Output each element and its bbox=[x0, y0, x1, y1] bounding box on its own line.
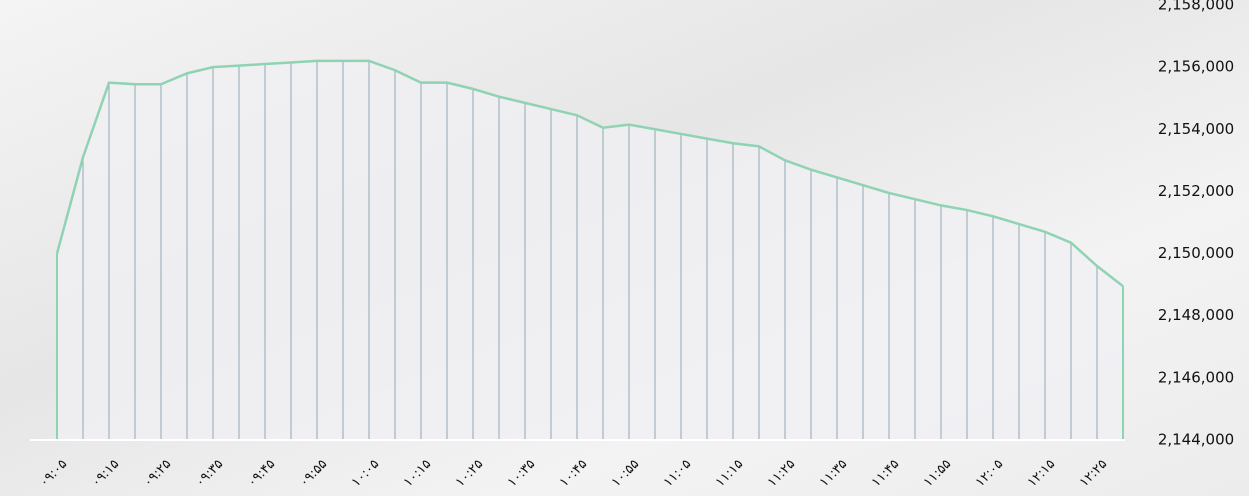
y-tick-label: 2,150,000 bbox=[1158, 244, 1234, 262]
y-tick-label: 2,156,000 bbox=[1158, 58, 1234, 76]
y-tick-label: 2,154,000 bbox=[1158, 120, 1234, 138]
y-tick-label: 2,144,000 bbox=[1158, 431, 1234, 449]
area-fill bbox=[57, 60, 1123, 441]
y-tick-label: 2,148,000 bbox=[1158, 306, 1234, 324]
y-tick-label: 2,152,000 bbox=[1158, 182, 1234, 200]
y-tick-label: 2,146,000 bbox=[1158, 368, 1234, 386]
y-tick-label: 2,158,000 bbox=[1158, 0, 1234, 14]
area-line bbox=[55, 59, 1124, 288]
